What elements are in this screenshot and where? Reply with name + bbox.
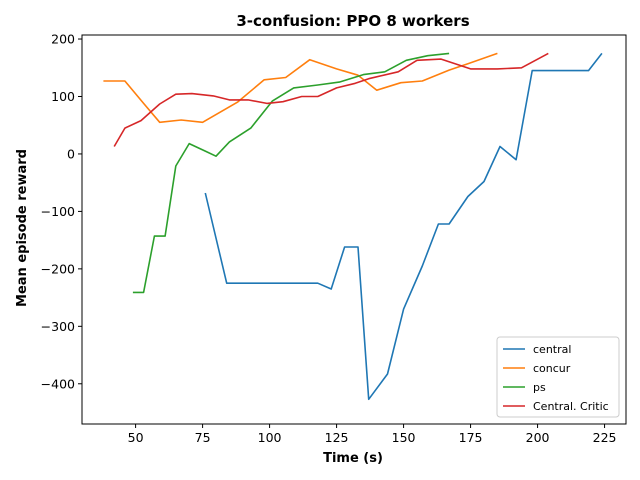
x-axis: 50 75 100 125 150 175 200 225 [128,424,617,445]
y-tick-label: 200 [51,32,75,47]
legend-label: Central. Critic [533,400,609,413]
x-tick-label: 50 [128,430,144,445]
plot-area: 50 75 100 125 150 175 200 225 −400 −300 −200 −100 0… [41,32,627,445]
legend-label: ps [533,381,546,394]
series-line-ps [132,52,450,294]
y-tick-label: 0 [67,146,75,161]
y-tick-label: 100 [51,89,75,104]
y-axis: −400 −300 −200 −100 0 100 200 [41,32,82,391]
y-tick-label: −300 [41,319,75,334]
y-axis-title: Mean episode reward [15,149,30,307]
x-tick-label: 125 [325,430,349,445]
x-tick-label: 225 [593,430,617,445]
legend: central concur ps Central. Critic [496,336,620,418]
series-layer [103,52,603,401]
series-line-central [204,52,603,401]
x-tick-label: 150 [392,430,416,445]
x-tick-label: 200 [526,430,550,445]
legend-label: concur [533,362,571,375]
y-tick-label: −400 [41,376,75,391]
x-tick-label: 175 [459,430,483,445]
plot-frame [81,34,627,425]
legend-box [496,336,620,418]
legend-label: central [533,343,571,356]
x-axis-title: Time (s) [323,451,383,466]
y-tick-label: −100 [41,204,75,219]
x-tick-label: 100 [258,430,282,445]
series-line-central-critic [113,52,549,147]
series-line-concur [103,52,498,124]
y-tick-label: −200 [41,261,75,276]
chart-title: 3-confusion: PPO 8 workers [236,12,469,30]
x-tick-label: 75 [195,430,211,445]
